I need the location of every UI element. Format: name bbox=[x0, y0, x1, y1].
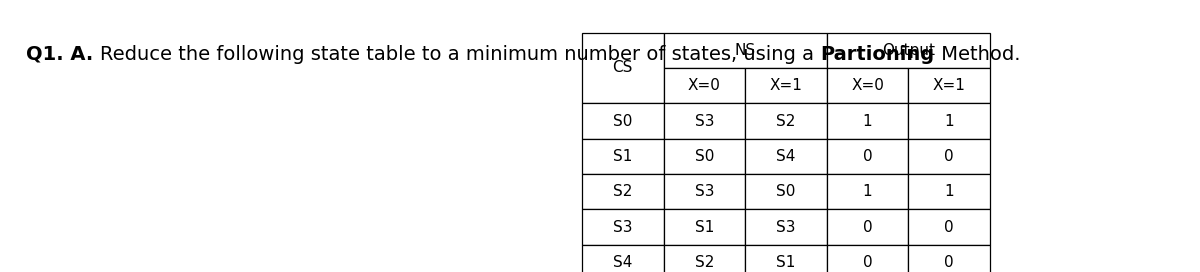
Bar bbox=[664, 33, 827, 68]
Text: NS: NS bbox=[734, 43, 756, 58]
Bar bbox=[664, 245, 745, 272]
Bar bbox=[582, 139, 664, 174]
Text: S4: S4 bbox=[776, 149, 796, 164]
Bar bbox=[827, 245, 908, 272]
Text: Partioning: Partioning bbox=[821, 45, 935, 64]
Bar bbox=[582, 209, 664, 245]
Bar bbox=[745, 103, 827, 139]
Text: S3: S3 bbox=[776, 220, 796, 235]
Text: X=0: X=0 bbox=[851, 78, 884, 93]
Bar bbox=[827, 139, 908, 174]
Bar bbox=[908, 245, 990, 272]
Text: X=1: X=1 bbox=[769, 78, 803, 93]
Text: Method.: Method. bbox=[935, 45, 1020, 64]
Text: Output: Output bbox=[882, 43, 935, 58]
Text: S1: S1 bbox=[776, 255, 796, 270]
Bar bbox=[908, 139, 990, 174]
Text: 1: 1 bbox=[944, 184, 954, 199]
Bar bbox=[908, 68, 990, 103]
Text: 0: 0 bbox=[944, 149, 954, 164]
Text: S0: S0 bbox=[613, 113, 632, 129]
Bar bbox=[745, 68, 827, 103]
Text: Q1. A.: Q1. A. bbox=[26, 45, 101, 64]
Bar bbox=[582, 33, 664, 103]
Text: 0: 0 bbox=[944, 255, 954, 270]
Bar bbox=[664, 68, 745, 103]
Text: S1: S1 bbox=[613, 149, 632, 164]
Text: CS: CS bbox=[613, 60, 632, 76]
Bar bbox=[582, 103, 664, 139]
Bar bbox=[827, 68, 908, 103]
Bar bbox=[827, 33, 990, 68]
Bar bbox=[745, 209, 827, 245]
Bar bbox=[908, 103, 990, 139]
Text: S4: S4 bbox=[613, 255, 632, 270]
Bar bbox=[664, 103, 745, 139]
Text: 0: 0 bbox=[863, 255, 872, 270]
Bar bbox=[664, 139, 745, 174]
Text: 1: 1 bbox=[863, 113, 872, 129]
Bar bbox=[745, 245, 827, 272]
Text: 1: 1 bbox=[863, 184, 872, 199]
Text: 1: 1 bbox=[944, 113, 954, 129]
Text: 0: 0 bbox=[863, 149, 872, 164]
Text: X=1: X=1 bbox=[932, 78, 966, 93]
Bar bbox=[827, 103, 908, 139]
Bar bbox=[745, 139, 827, 174]
Bar bbox=[827, 209, 908, 245]
Bar bbox=[582, 174, 664, 209]
Text: Reduce the following state table to a minimum number of states, using a: Reduce the following state table to a mi… bbox=[101, 45, 821, 64]
Text: S2: S2 bbox=[695, 255, 714, 270]
Text: S3: S3 bbox=[695, 113, 714, 129]
Bar bbox=[745, 174, 827, 209]
Text: S2: S2 bbox=[613, 184, 632, 199]
Text: 0: 0 bbox=[944, 220, 954, 235]
Text: S3: S3 bbox=[695, 184, 714, 199]
Text: X=0: X=0 bbox=[688, 78, 721, 93]
Bar bbox=[664, 174, 745, 209]
Bar bbox=[908, 174, 990, 209]
Text: S0: S0 bbox=[776, 184, 796, 199]
Text: S0: S0 bbox=[695, 149, 714, 164]
Text: S1: S1 bbox=[695, 220, 714, 235]
Text: S3: S3 bbox=[613, 220, 632, 235]
Bar bbox=[827, 174, 908, 209]
Bar bbox=[908, 209, 990, 245]
Bar bbox=[664, 209, 745, 245]
Bar bbox=[582, 245, 664, 272]
Text: 0: 0 bbox=[863, 220, 872, 235]
Text: S2: S2 bbox=[776, 113, 796, 129]
